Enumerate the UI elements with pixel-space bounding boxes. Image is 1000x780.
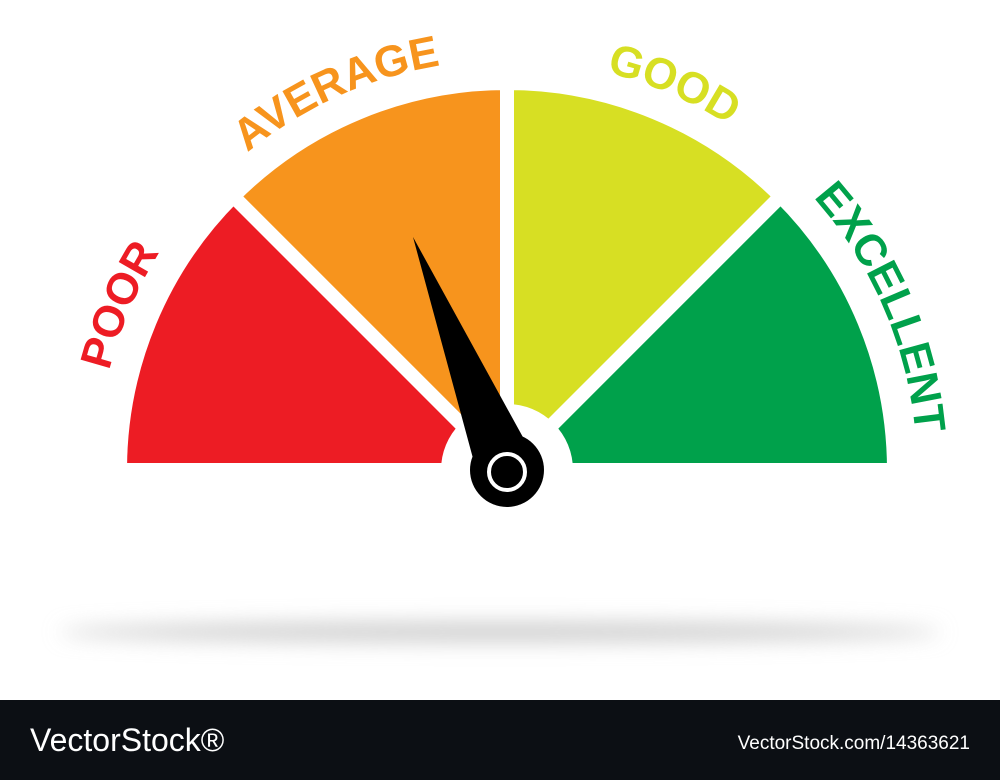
gauge-segments	[112, 75, 902, 487]
shadow	[60, 622, 940, 642]
segment-average	[223, 75, 514, 487]
segment-poor	[112, 186, 524, 477]
needle	[413, 237, 544, 507]
segment-excellent	[490, 186, 902, 477]
footer-brand: VectorStock®	[30, 722, 225, 758]
needle-ring	[487, 452, 527, 492]
segment-good	[500, 75, 791, 487]
footer-id: VectorStock.com/14363621	[738, 733, 970, 754]
needle-pointer	[413, 237, 535, 482]
footer-bar	[0, 700, 1000, 780]
